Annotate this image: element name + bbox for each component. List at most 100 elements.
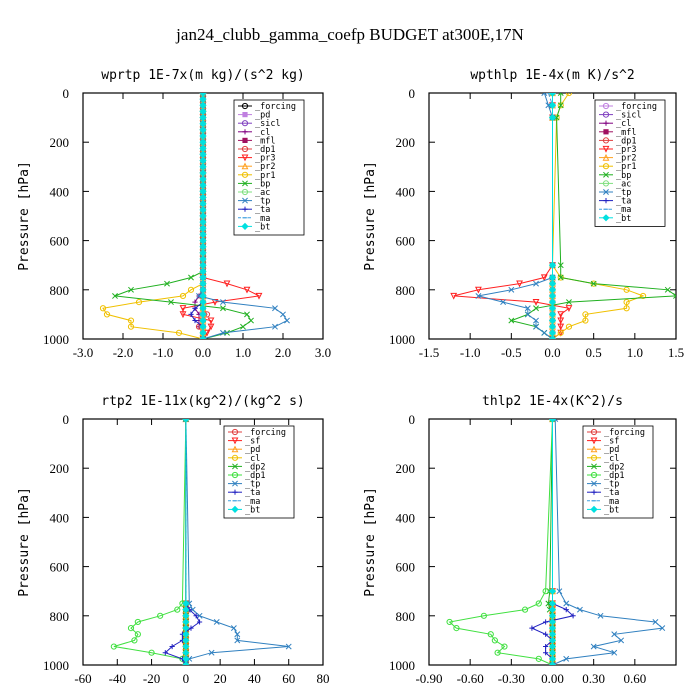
x-tick-label: -0.90 (415, 671, 442, 686)
data-point (590, 280, 597, 287)
x-tick-label: 1.5 (668, 345, 684, 360)
y-tick-label: 0 (409, 86, 416, 101)
data-point (494, 649, 501, 656)
data-point (220, 305, 226, 312)
legend-label: _ma (255, 214, 270, 224)
data-point (134, 631, 141, 638)
data-point (491, 637, 498, 644)
legend-entry: _tp (599, 188, 631, 198)
data-point (548, 335, 557, 339)
data-point (110, 643, 117, 650)
legend-label: _ac (616, 179, 631, 189)
data-point (453, 625, 460, 632)
data-point (131, 637, 138, 644)
data-point (199, 95, 207, 103)
data-point (500, 299, 507, 306)
series-line (448, 419, 553, 665)
data-point (179, 305, 187, 312)
data-point (220, 329, 226, 336)
legend-marker (602, 145, 610, 153)
y-tick-label: 400 (50, 510, 70, 525)
data-point (576, 606, 583, 613)
legend-entry: _bt (599, 214, 631, 224)
legend-label: _ta (255, 205, 270, 215)
legend-marker (242, 206, 248, 212)
data-point (211, 299, 219, 306)
legend-label: _cl (245, 454, 260, 464)
data-point (199, 206, 207, 214)
legend-marker (231, 505, 239, 513)
data-point (182, 630, 190, 638)
data-point (182, 612, 190, 620)
legend-label: _forcing (616, 102, 657, 112)
data-point (199, 280, 207, 288)
legend-entry: _bt (238, 222, 270, 232)
data-point (541, 329, 548, 336)
data-point (188, 274, 194, 281)
series-tp (549, 419, 666, 665)
data-point (196, 619, 203, 625)
legend-entry: _ac (238, 188, 270, 198)
y-tick-label: 600 (396, 234, 416, 249)
data-point (182, 618, 190, 626)
series-dp1 (110, 419, 189, 665)
data-point (182, 655, 190, 663)
data-point (618, 637, 625, 644)
data-point (535, 655, 542, 662)
legend-label: _ac (255, 188, 270, 198)
data-point (557, 329, 564, 336)
data-point (446, 618, 453, 626)
legend-entry: _mfl (599, 128, 636, 138)
data-point (234, 637, 241, 644)
series-group (110, 419, 292, 665)
data-point (213, 618, 220, 625)
series-group (446, 419, 666, 665)
series-bt (182, 419, 190, 665)
data-point (548, 323, 557, 331)
data-point (590, 643, 597, 650)
data-point (192, 317, 198, 324)
data-point (199, 255, 207, 263)
data-point (280, 311, 286, 318)
data-point (230, 625, 237, 632)
legend-marker (241, 102, 249, 110)
x-tick-label: 3.0 (315, 345, 331, 360)
legend-entry: _sf (587, 437, 619, 447)
legend-label: _pr2 (255, 162, 275, 172)
data-point (127, 625, 135, 632)
x-tick-label: -1.0 (460, 345, 481, 360)
legend-label: _forcing (255, 102, 296, 112)
data-point (240, 323, 246, 330)
legend-marker (231, 445, 239, 453)
legend-label: _bt (245, 505, 260, 515)
data-point (548, 273, 557, 282)
legend-label: _bp (616, 171, 631, 181)
data-point (533, 280, 539, 287)
data-point (548, 93, 557, 97)
panel-title: rtp2 1E-11x(kg^2)/(kg^2 s) (101, 394, 305, 409)
data-point (652, 618, 659, 625)
legend-entry: _tp (228, 480, 260, 490)
legend-entry: _pr1 (599, 162, 636, 172)
legend-label: _ta (245, 488, 260, 498)
legend-entry: _bt (228, 505, 260, 515)
data-point (450, 292, 458, 300)
data-point (199, 310, 207, 318)
data-point (543, 619, 549, 625)
data-point (169, 643, 175, 650)
data-point (524, 305, 531, 312)
data-point (157, 612, 164, 619)
legend-label: _bt (255, 222, 270, 232)
series-ta (162, 419, 203, 665)
data-point (570, 613, 576, 619)
legend-entry: _bt (587, 505, 619, 515)
legend: _forcing_sicl_cl_mfl_dp1_pr3_pr2_pr1_bp_… (594, 99, 666, 227)
data-point (199, 187, 207, 195)
y-tick-label: 800 (50, 609, 70, 624)
legend-marker (603, 171, 609, 178)
legend-marker (591, 489, 597, 495)
legend-label: _pr2 (616, 154, 636, 164)
y-axis-label: Pressure [hPa] (363, 161, 378, 271)
legend-entry: _forcing (587, 428, 645, 438)
data-point (532, 299, 540, 306)
